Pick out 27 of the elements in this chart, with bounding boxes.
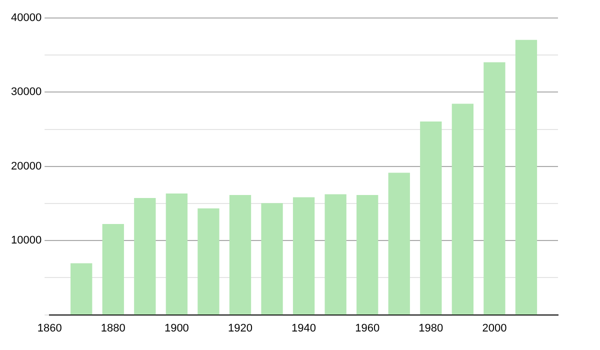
y-tick-label: 40000 xyxy=(10,12,42,24)
bar xyxy=(229,195,252,315)
bar xyxy=(388,172,410,315)
bar xyxy=(515,40,538,315)
bar xyxy=(484,62,506,315)
x-tick-label: 1980 xyxy=(418,322,444,334)
bar xyxy=(198,208,220,315)
bar xyxy=(324,194,346,315)
x-tick-label: 2000 xyxy=(482,322,507,334)
x-tick-label: 1940 xyxy=(292,322,316,334)
x-tick-label: 1880 xyxy=(100,322,126,334)
x-tick-label: 1900 xyxy=(164,322,189,334)
bar xyxy=(356,195,378,315)
bar xyxy=(420,122,442,315)
bar xyxy=(70,263,92,315)
bar xyxy=(452,104,474,315)
bar xyxy=(292,197,315,315)
y-tick-label: 30000 xyxy=(10,86,42,98)
x-tick-label: 1860 xyxy=(37,322,62,334)
x-tick-label: 1920 xyxy=(228,322,252,334)
y-tick-label: 10000 xyxy=(10,234,42,247)
bar xyxy=(102,224,124,315)
bar xyxy=(166,194,188,315)
bar xyxy=(134,198,156,315)
x-tick-label: 1960 xyxy=(355,322,380,334)
bar xyxy=(261,203,283,315)
y-tick-label: 20000 xyxy=(10,160,42,172)
